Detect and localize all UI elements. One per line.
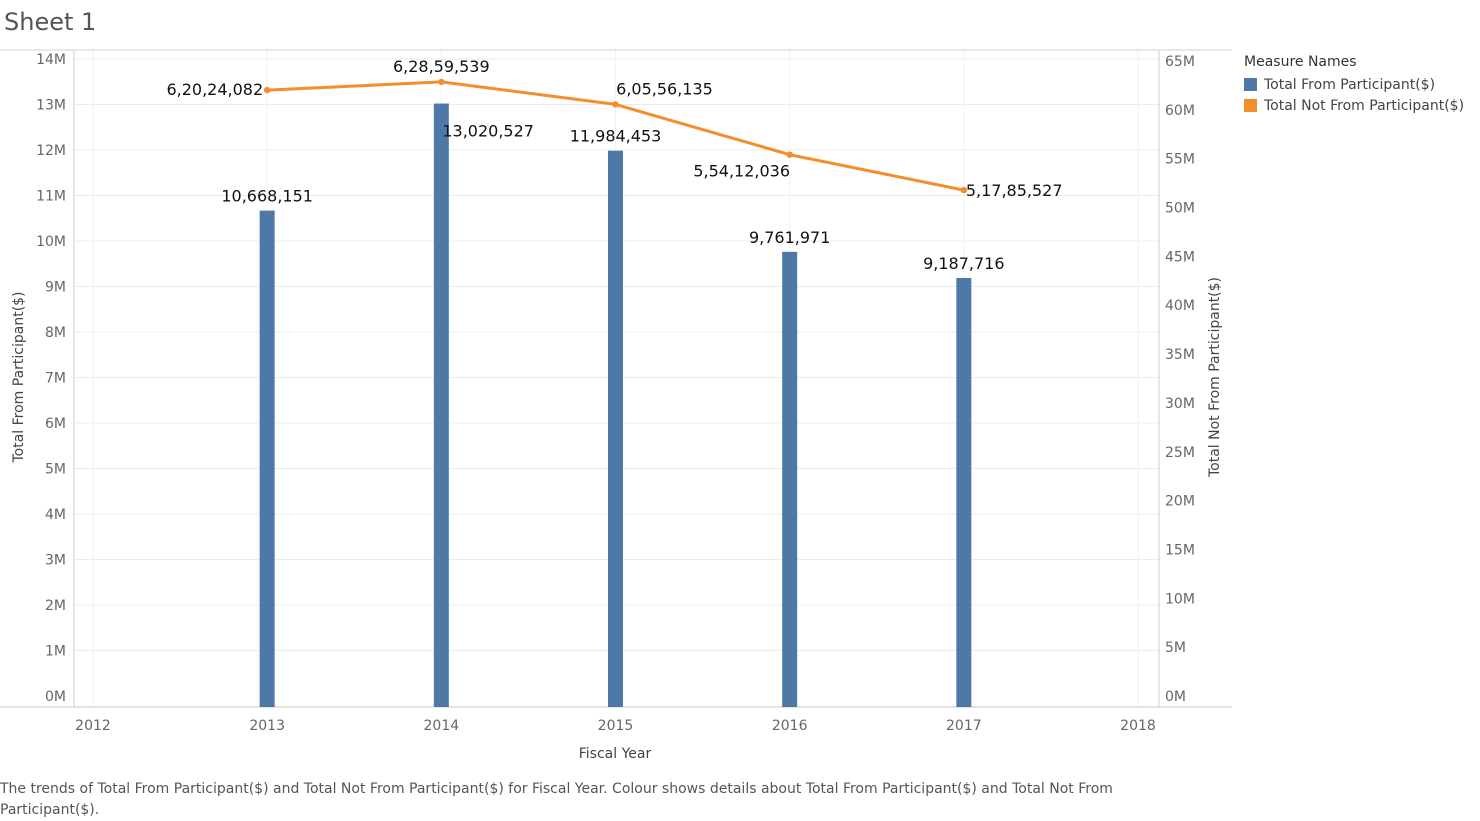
chart-caption: The trends of Total From Participant($) …: [0, 781, 1113, 818]
y-tick-label: 5M: [45, 462, 66, 478]
y2-tick-label: 60M: [1165, 103, 1195, 119]
y2-tick-label: 65M: [1165, 54, 1195, 70]
y2-tick-label: 20M: [1165, 494, 1195, 510]
y2-tick-label: 30M: [1165, 396, 1195, 412]
y-tick-label: 2M: [45, 598, 66, 614]
legend-label: Total Not From Participant($): [1264, 97, 1465, 114]
y2-tick-label: 55M: [1165, 152, 1195, 168]
legend-item-total-not-from-participant[interactable]: Total Not From Participant($): [1244, 95, 1464, 116]
bar-data-label: 13,020,527: [442, 122, 534, 141]
y-axis-title: Total From Participant($): [11, 291, 27, 463]
y2-tick-label: 0M: [1165, 689, 1186, 705]
y-tick-label: 3M: [45, 553, 66, 569]
line-point: [960, 186, 968, 194]
line-data-label: 6,05,56,135: [616, 79, 713, 98]
y2-tick-label: 15M: [1165, 542, 1195, 558]
y2-tick-label: 50M: [1165, 201, 1195, 217]
bar-data-label: 11,984,453: [570, 127, 662, 146]
y-tick-label: 14M: [36, 52, 66, 68]
y2-tick-label: 40M: [1165, 298, 1195, 314]
x-tick-label: 2018: [1120, 718, 1156, 734]
bar: [259, 210, 275, 708]
bar: [433, 103, 449, 707]
line-data-label: 5,17,85,527: [966, 181, 1063, 200]
y2-tick-label: 45M: [1165, 249, 1195, 265]
x-tick-label: 2014: [424, 718, 460, 734]
legend: Measure Names Total From Participant($) …: [1244, 54, 1464, 116]
y-tick-label: 11M: [36, 189, 66, 205]
y-tick-label: 12M: [36, 143, 66, 159]
line-point: [786, 151, 793, 158]
y-tick-label: 6M: [45, 416, 66, 432]
x-tick-label: 2012: [75, 718, 111, 734]
bar: [608, 150, 623, 707]
x-tick-label: 2015: [598, 718, 634, 734]
bar-data-label: 9,761,971: [749, 228, 830, 247]
y2-tick-label: 25M: [1165, 445, 1195, 461]
y-tick-label: 13M: [36, 98, 66, 114]
y-tick-label: 1M: [45, 644, 66, 660]
x-tick-label: 2016: [772, 718, 808, 734]
data-labels: 10,668,151 13,020,527 11,984,453 9,761,971 9…: [166, 57, 1062, 273]
combo-chart[interactable]: 0M 1M 2M 3M 4M 5M 6M 7M 8M 9M 10M 11M 12M 13M 14M 0M 5M 1…: [0, 0, 1232, 770]
line-data-label: 6,20,24,082: [166, 80, 263, 99]
sheet-title: Sheet 1: [4, 8, 97, 36]
bar-data-label: 10,668,151: [221, 187, 313, 206]
bar-data-label: 9,187,716: [923, 254, 1004, 273]
bar: [782, 251, 798, 707]
y-tick-label: 7M: [45, 371, 66, 387]
line-point: [438, 78, 445, 86]
y-tick-label: 8M: [45, 325, 66, 341]
x-axis-title: Fiscal Year: [579, 746, 652, 762]
y-tick-label: 4M: [45, 507, 66, 523]
legend-item-total-from-participant[interactable]: Total From Participant($): [1244, 74, 1464, 95]
x-tick-label: 2017: [946, 718, 982, 734]
x-tick-label: 2013: [249, 718, 285, 734]
legend-label: Total From Participant($): [1264, 76, 1436, 93]
line-data-label: 6,28,59,539: [393, 57, 490, 76]
bar: [956, 277, 972, 707]
line-data-label: 5,54,12,036: [693, 162, 790, 181]
y2-axis-title: Total Not From Participant($): [1207, 277, 1223, 478]
y2-tick-label: 35M: [1165, 347, 1195, 363]
y-tick-label: 9M: [45, 280, 66, 296]
line-point: [263, 86, 271, 94]
axes: 0M 1M 2M 3M 4M 5M 6M 7M 8M 9M 10M 11M 12M 13M 14M 0M 5M 1…: [36, 52, 1195, 734]
y-tick-label: 10M: [36, 234, 66, 250]
legend-swatch-orange: [1244, 99, 1257, 112]
legend-title: Measure Names: [1244, 54, 1357, 70]
y-tick-label: 0M: [45, 689, 66, 705]
line-point: [612, 101, 619, 108]
y2-tick-label: 5M: [1165, 640, 1186, 656]
legend-swatch-blue: [1244, 78, 1257, 91]
y2-tick-label: 10M: [1165, 591, 1195, 607]
line-series: [263, 78, 968, 194]
bar-series: [259, 103, 972, 708]
